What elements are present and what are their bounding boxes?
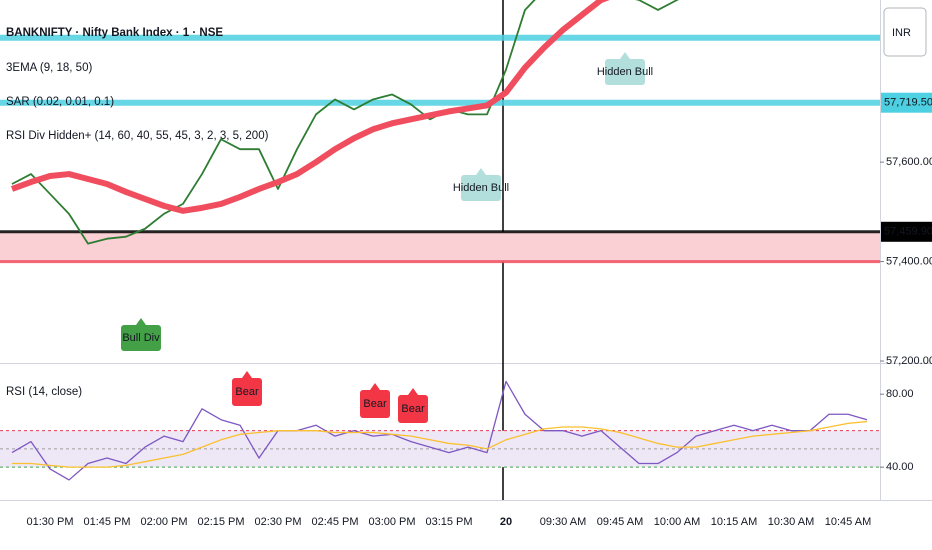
annotation-label: Bull Div: [122, 332, 160, 344]
annotation-box: [232, 378, 262, 406]
pane: [0, 380, 880, 481]
x-tick-label: 03:00 PM: [368, 516, 415, 528]
level-label-box: [881, 221, 932, 242]
x-tick-label: 10:45 AM: [825, 516, 871, 528]
y-tick-label: 80.00: [886, 388, 914, 400]
x-tick-label: 02:15 PM: [197, 516, 244, 528]
series-line: [12, 420, 868, 468]
indicator-label: SAR (0.02, 0.01, 0.1): [6, 96, 114, 108]
annotation-label: Bear: [363, 398, 387, 410]
level-label: 57,459.90: [884, 226, 932, 238]
annotation-label: Bear: [235, 386, 259, 398]
y-tick-label: 57,400.00: [886, 255, 932, 267]
annotation-box: [360, 390, 390, 418]
currency-box[interactable]: [883, 7, 927, 57]
pane: [0, 0, 880, 264]
annotation-pointer: [136, 318, 146, 325]
x-tick-label: 01:30 PM: [26, 516, 73, 528]
x-tick-label: 02:45 PM: [311, 516, 358, 528]
y-tick-label: 57,200.00: [886, 355, 932, 367]
x-tick-label: 10:30 AM: [768, 516, 814, 528]
y-tick-label: 57,600.00: [886, 156, 932, 168]
level-label: 57,719.50: [884, 97, 932, 109]
x-tick-label: 20: [500, 516, 512, 528]
annotation-pointer: [476, 168, 486, 175]
x-tick-label: 03:15 PM: [425, 516, 472, 528]
annotation-pointer: [242, 371, 252, 378]
chart-title: BANKNIFTY · Nifty Bank Index · 1 · NSE: [6, 27, 223, 39]
annotation-box: [398, 395, 428, 423]
annotation-label: Hidden Bull: [597, 66, 653, 78]
annotation-label: Bear: [401, 403, 425, 415]
y-tick-label: 40.00: [886, 461, 914, 473]
rsi-title: RSI (14, close): [6, 386, 82, 398]
indicator-label: RSI Div Hidden+ (14, 60, 40, 55, 45, 3, …: [6, 130, 269, 142]
x-tick-label: 10:00 AM: [654, 516, 700, 528]
annotation-box: [461, 175, 501, 201]
zone: [0, 231, 880, 262]
series-line: [11, 380, 868, 481]
series-line: [10, 0, 610, 214]
level-label-box: [881, 92, 932, 113]
x-tick-label: 09:30 AM: [540, 516, 586, 528]
x-tick-label: 01:45 PM: [83, 516, 130, 528]
x-tick-label: 10:15 AM: [711, 516, 757, 528]
annotation-label: Hidden Bull: [453, 182, 509, 194]
indicator-label: 3EMA (9, 18, 50): [6, 62, 92, 74]
annotation-pointer: [620, 52, 630, 59]
x-tick-label: 09:45 AM: [597, 516, 643, 528]
annotation-box: [121, 325, 161, 351]
currency-label[interactable]: INR: [892, 27, 911, 39]
annotation-pointer: [408, 388, 418, 395]
annotation-box: [605, 59, 645, 85]
x-tick-label: 02:00 PM: [140, 516, 187, 528]
x-tick-label: 02:30 PM: [254, 516, 301, 528]
plot-layer: 01:30 PM 01:45 PM 02:00 PM 02:15 PM 02:30 PM…: [0, 0, 932, 528]
annotation-pointer: [370, 383, 380, 390]
